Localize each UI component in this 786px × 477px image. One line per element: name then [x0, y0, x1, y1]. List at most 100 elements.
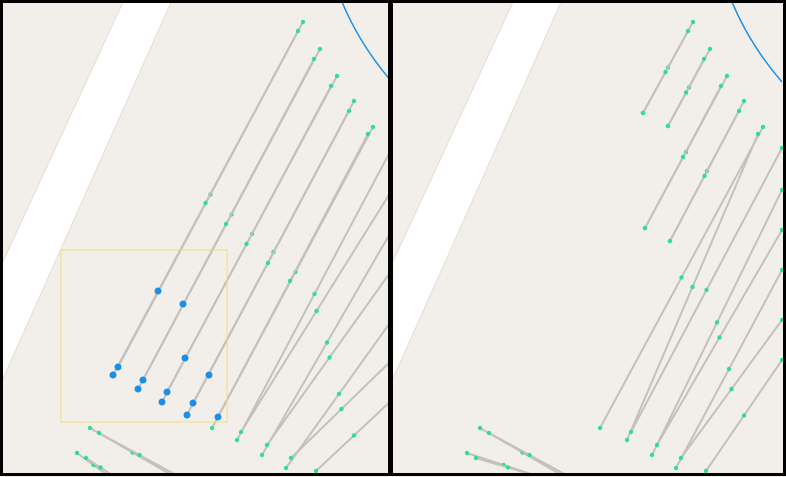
vertex [707, 46, 713, 52]
vertex [527, 452, 532, 458]
vertex [741, 413, 747, 418]
vertex [259, 452, 265, 458]
selected-vertex [189, 399, 197, 407]
vertex [300, 19, 306, 25]
vertex [714, 320, 720, 325]
vertex [779, 187, 783, 193]
vertex [311, 56, 317, 62]
vertex [203, 200, 208, 206]
selected-vertex [139, 376, 147, 384]
left-panel [2, 2, 389, 474]
vertex [283, 465, 289, 471]
vertex [724, 73, 730, 79]
vertex [244, 241, 249, 247]
vertex [87, 425, 93, 431]
vertex [685, 28, 691, 34]
selected-vertex [114, 363, 122, 371]
right-frame [390, 0, 786, 476]
vertex [597, 425, 603, 431]
vertex [137, 452, 142, 458]
vertex [679, 275, 684, 280]
vertex [690, 284, 695, 290]
selected-vertex [183, 411, 191, 419]
vertex [83, 455, 89, 461]
vertex [339, 406, 344, 412]
selection-box [60, 249, 228, 423]
vertex [665, 123, 671, 129]
vertex [477, 425, 483, 431]
vertex [312, 291, 317, 297]
vertex [209, 425, 215, 431]
vertex [74, 450, 80, 456]
vertex [741, 98, 747, 104]
vertex [486, 430, 492, 436]
vertex [346, 108, 352, 114]
vertex [505, 465, 511, 470]
selected-vertex [179, 300, 187, 308]
vertex [365, 131, 371, 137]
vertex [701, 56, 707, 62]
selected-vertex [109, 371, 117, 379]
vertex [473, 455, 479, 461]
vertex [779, 227, 783, 233]
selected-vertex [214, 413, 222, 421]
vertex [673, 465, 679, 471]
selected-vertex [163, 388, 171, 396]
vertex [370, 124, 376, 130]
vertex [779, 145, 783, 151]
vertex [640, 110, 646, 116]
vertex [313, 468, 319, 474]
vertex [234, 437, 240, 443]
vertex [663, 69, 668, 75]
selected-vertex [205, 371, 213, 379]
left-frame [0, 0, 391, 476]
vertex [351, 98, 357, 104]
vertex [265, 260, 271, 266]
vertex [287, 278, 293, 284]
right-panel [392, 2, 783, 474]
vertex [680, 154, 686, 160]
vertex [703, 468, 709, 474]
vertex [779, 357, 783, 363]
vertex [678, 455, 684, 461]
vertex [264, 442, 270, 448]
vertex [288, 455, 294, 461]
vertex [314, 308, 319, 314]
vertex [317, 46, 323, 52]
vertex [755, 131, 761, 137]
vertex [327, 355, 332, 360]
vertex [667, 238, 673, 244]
vertex [654, 442, 660, 448]
vertex [328, 83, 334, 89]
vertex [718, 83, 724, 89]
vertex [334, 73, 340, 79]
vertex [324, 340, 330, 345]
vertex [736, 108, 742, 114]
vertex [336, 391, 342, 397]
vertex [238, 429, 244, 435]
vertex [760, 124, 766, 130]
vertex [704, 287, 709, 293]
selected-vertex [154, 287, 162, 295]
vertex [683, 90, 689, 95]
vertex [729, 386, 734, 392]
water-line [341, 2, 389, 80]
vertex [717, 335, 722, 340]
vertex [624, 437, 630, 443]
vertex [464, 450, 470, 456]
vertex [628, 429, 634, 435]
vertex [779, 317, 783, 323]
vertex [98, 465, 103, 470]
vertex [223, 221, 229, 227]
vertex [702, 173, 707, 179]
water-line [731, 2, 783, 83]
selected-vertex [134, 385, 142, 393]
vertex [96, 430, 102, 436]
selected-vertex [158, 398, 166, 406]
vertex [726, 366, 732, 372]
vertex [295, 28, 301, 34]
selected-vertex [181, 354, 189, 362]
vertex [351, 433, 357, 438]
vertex [649, 452, 655, 458]
